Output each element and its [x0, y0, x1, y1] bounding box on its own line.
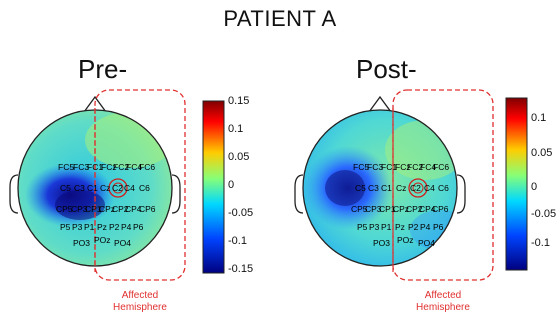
annotation-line: Hemisphere	[416, 302, 470, 313]
electrode-label: FC5	[353, 162, 369, 172]
electrode-label: CP1	[379, 204, 396, 214]
electrode-label: CP2	[406, 204, 423, 214]
page-title: PATIENT A	[223, 6, 337, 31]
electrode-label: FC4	[420, 162, 436, 172]
left-ear-icon	[294, 174, 304, 214]
colorbar-tick: -0.1	[531, 237, 550, 249]
pre-label: Pre-	[78, 54, 128, 84]
affected-hemisphere-label: Affected Hemisphere	[110, 290, 170, 314]
electrode-label: C2	[112, 183, 123, 193]
electrode-label: FCz	[101, 162, 117, 172]
colorbar-tick: -0.1	[228, 235, 247, 247]
electrode-label: CP4	[419, 204, 436, 214]
colorbar-tick: -0.15	[228, 263, 254, 275]
electrode-label: PO4	[418, 238, 435, 248]
electrode-label: FC6	[433, 162, 449, 172]
electrode-label: CP3	[71, 204, 88, 214]
colorbar-tick: 0	[531, 181, 538, 193]
pre-topomap: FC5 FC3 FC1 FCz FC2 FC4 FC6 C5 C3 C1 Cz …	[9, 89, 186, 281]
electrode-label: C5	[355, 183, 366, 193]
electrode-label: C1	[87, 183, 98, 193]
electrode-label: Cz	[396, 183, 406, 193]
electrode-label: CPz	[393, 204, 409, 214]
electrode-label: FCz	[395, 162, 411, 172]
electrode-label: P4	[420, 222, 431, 232]
electrode-label: P6	[133, 222, 144, 232]
electrode-label: CP3	[365, 204, 382, 214]
electrode-label: CP1	[85, 204, 102, 214]
electrode-label: P4	[121, 222, 132, 232]
pre-electrode-labels: FC5 FC3 FC1 FCz FC2 FC4 FC6 C5 C3 C1 Cz …	[56, 162, 156, 248]
electrode-label: FC1	[87, 162, 103, 172]
electrode-label: FC4	[126, 162, 142, 172]
electrode-label: P6	[433, 222, 444, 232]
colorbar-tick: -0.05	[228, 207, 254, 219]
annotation-line: Hemisphere	[113, 302, 167, 313]
electrode-label: Pz	[97, 222, 107, 232]
electrode-label: POz	[94, 235, 111, 245]
electrode-label: C6	[139, 183, 150, 193]
post-topomap: FC5 FC3 FC1 FCz FC2 FC4 FC6 C5 C3 C1 Cz …	[294, 89, 494, 281]
electrode-label: C2	[410, 183, 421, 193]
post-colorbar	[505, 97, 528, 271]
electrode-label: FC1	[381, 162, 397, 172]
electrode-label: CP6	[139, 204, 156, 214]
electrode-label: FC3	[367, 162, 383, 172]
electrode-label: PO4	[114, 238, 131, 248]
annotation-line: Affected	[121, 290, 159, 301]
right-ear-icon	[456, 174, 466, 214]
colorbar-tick: 0.1	[531, 112, 547, 124]
electrode-label: CP5	[351, 204, 368, 214]
c4-highlight-circle	[108, 178, 128, 198]
electrode-label: P5	[60, 222, 71, 232]
affected-hemisphere-label: Affected Hemisphere	[413, 290, 473, 314]
electrode-label: FC6	[139, 162, 155, 172]
electrode-label: C4	[124, 183, 135, 193]
electrode-label: FC2	[407, 162, 423, 172]
electrode-label: PO3	[73, 238, 90, 248]
electrode-label: POz	[397, 235, 414, 245]
electrode-label: Pz	[395, 222, 405, 232]
c4-highlight-circle	[408, 178, 428, 198]
pre-colorbar	[202, 100, 225, 274]
electrode-label: C3	[368, 183, 379, 193]
electrode-label: Cz	[100, 183, 110, 193]
electrode-label: PO3	[373, 238, 390, 248]
colorbar-tick: 0.1	[228, 123, 244, 135]
colorbar-tick: 0.05	[531, 147, 553, 159]
left-ear-icon	[9, 174, 19, 214]
colorbar-tick: 0	[228, 179, 235, 191]
electrode-label: C4	[424, 183, 435, 193]
post-electrode-labels: FC5 FC3 FC1 FCz FC2 FC4 FC6 C5 C3 C1 Cz …	[351, 162, 449, 248]
electrode-label: P1	[381, 222, 392, 232]
electrode-label: CP6	[432, 204, 449, 214]
affected-hemisphere-box	[392, 89, 494, 281]
electrode-label: FC3	[73, 162, 89, 172]
electrode-label: P5	[357, 222, 368, 232]
colorbar-tick: 0.05	[228, 151, 250, 163]
affected-hemisphere-box	[94, 89, 186, 281]
electrode-label: P2	[408, 222, 419, 232]
electrode-label: P3	[72, 222, 83, 232]
electrode-label: CP2	[112, 204, 129, 214]
electrode-label: P1	[84, 222, 95, 232]
electrode-label: P2	[109, 222, 120, 232]
colorbar-tick: 0.15	[228, 95, 250, 107]
electrode-label: C5	[60, 183, 71, 193]
annotation-line: Affected	[424, 290, 462, 301]
colorbar-tick: -0.05	[531, 208, 557, 220]
electrode-label: C6	[438, 183, 449, 193]
electrode-label: C1	[381, 183, 392, 193]
electrode-label: CP5	[56, 204, 73, 214]
electrode-label: CPz	[99, 204, 115, 214]
electrode-label: P3	[369, 222, 380, 232]
electrode-label: FC2	[113, 162, 129, 172]
electrode-label: FC5	[58, 162, 74, 172]
post-label: Post-	[356, 54, 417, 84]
right-ear-icon	[171, 174, 181, 214]
electrode-label: C3	[74, 183, 85, 193]
electrode-label: CP4	[125, 204, 142, 214]
